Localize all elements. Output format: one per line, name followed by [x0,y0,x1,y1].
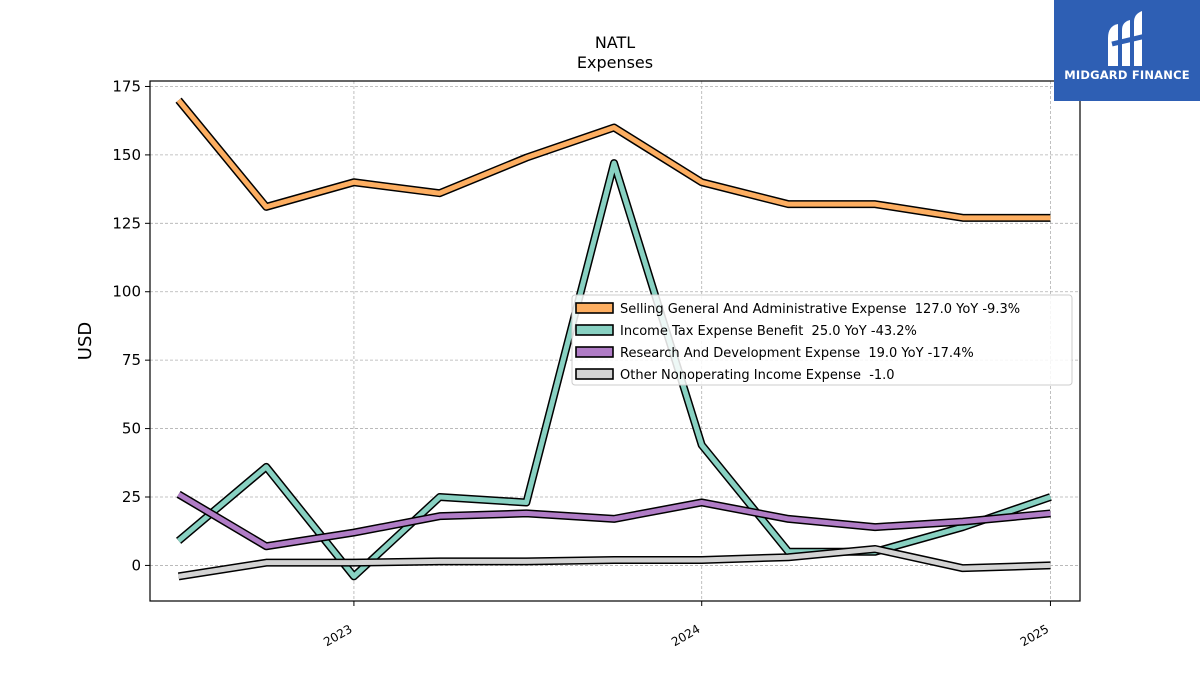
data-point [875,549,876,550]
y-tick-label: 150 [112,146,141,164]
data-point [526,513,527,514]
data-point [614,163,615,164]
legend-swatch [575,302,614,314]
data-point [353,182,354,183]
data-point [353,576,354,577]
series-other-nonoperating-income-expense [177,545,1051,581]
data-point [701,182,702,183]
plot-frame [149,80,1081,602]
data-point [701,502,702,503]
series-layer [175,97,1052,581]
logo-mark-icon [1108,11,1147,66]
data-point [178,494,179,495]
data-point [526,561,527,562]
data-point [962,527,963,528]
data-point [614,518,615,519]
x-tick-label: 2025 [1018,622,1051,649]
legend-label: Other Nonoperating Income Expense -1.0 [620,368,895,383]
data-point [788,557,789,558]
y-tick-label: 25 [122,488,141,506]
y-tick-label: 0 [131,556,141,574]
data-point [353,532,354,533]
x-tick-label: 2024 [669,622,702,649]
series-line [176,98,1051,221]
data-point [266,562,267,563]
data-point [526,502,527,503]
data-point [701,559,702,560]
series-line [177,492,1051,549]
data-point [1050,497,1051,498]
chart-subtitle: Expenses [577,53,653,72]
legend-box [571,294,1073,386]
x-tick-label: 2023 [321,622,354,649]
data-point [439,561,440,562]
data-point [875,527,876,528]
data-point [1050,565,1051,566]
data-point [962,217,963,218]
series-research-and-development-expense [176,490,1051,551]
data-point [266,466,267,467]
legend-label: Research And Development Expense 19.0 Yo… [620,346,974,361]
y-tick-label: 175 [112,77,141,95]
legend-swatch [575,324,614,336]
data-point [614,127,615,128]
data-point [439,193,440,194]
legend-label: Selling General And Administrative Expen… [620,302,1020,317]
data-point [178,576,179,577]
data-point [439,497,440,498]
y-tick-label: 125 [112,214,141,232]
legend-swatch [575,368,614,380]
y-tick-label: 75 [122,351,141,369]
data-point [701,445,702,446]
series-line-outline [175,97,1051,222]
data-point [788,551,789,552]
data-point [353,562,354,563]
data-point [1050,217,1051,218]
brand-logo: MIDGARD FINANCE [1054,0,1200,101]
data-point [788,518,789,519]
data-point [788,204,789,205]
y-axis: 0 25 50 75 100 125 150 175 [112,77,150,574]
y-tick-label: 100 [112,283,141,301]
series-selling-general-and-administrative-expense [175,97,1051,222]
legend-item: Selling General And Administrative Expen… [575,302,1020,317]
legend-swatch [575,346,614,358]
y-axis-label: USD [75,322,96,360]
data-point [1050,513,1051,514]
legend-item: Research And Development Expense 19.0 Yo… [575,346,974,361]
legend-label: Income Tax Expense Benefit 25.0 YoY -43.… [620,324,917,339]
data-point [526,157,527,158]
legend: Selling General And Administrative Expen… [571,294,1073,386]
legend-item: Income Tax Expense Benefit 25.0 YoY -43.… [575,324,917,339]
y-tick-label: 50 [122,420,141,438]
data-point [439,516,440,517]
logo-text: MIDGARD FINANCE [1064,68,1190,82]
data-point [614,559,615,560]
chart-title: NATL [595,33,635,52]
data-point [266,206,267,207]
data-point [266,546,267,547]
data-point [962,521,963,522]
series-line [178,546,1051,579]
data-point [178,100,179,101]
legend-item: Other Nonoperating Income Expense -1.0 [575,368,895,383]
data-point [962,568,963,569]
data-point [875,204,876,205]
data-point [178,540,179,541]
x-axis: 2023 2024 2025 [321,601,1051,649]
